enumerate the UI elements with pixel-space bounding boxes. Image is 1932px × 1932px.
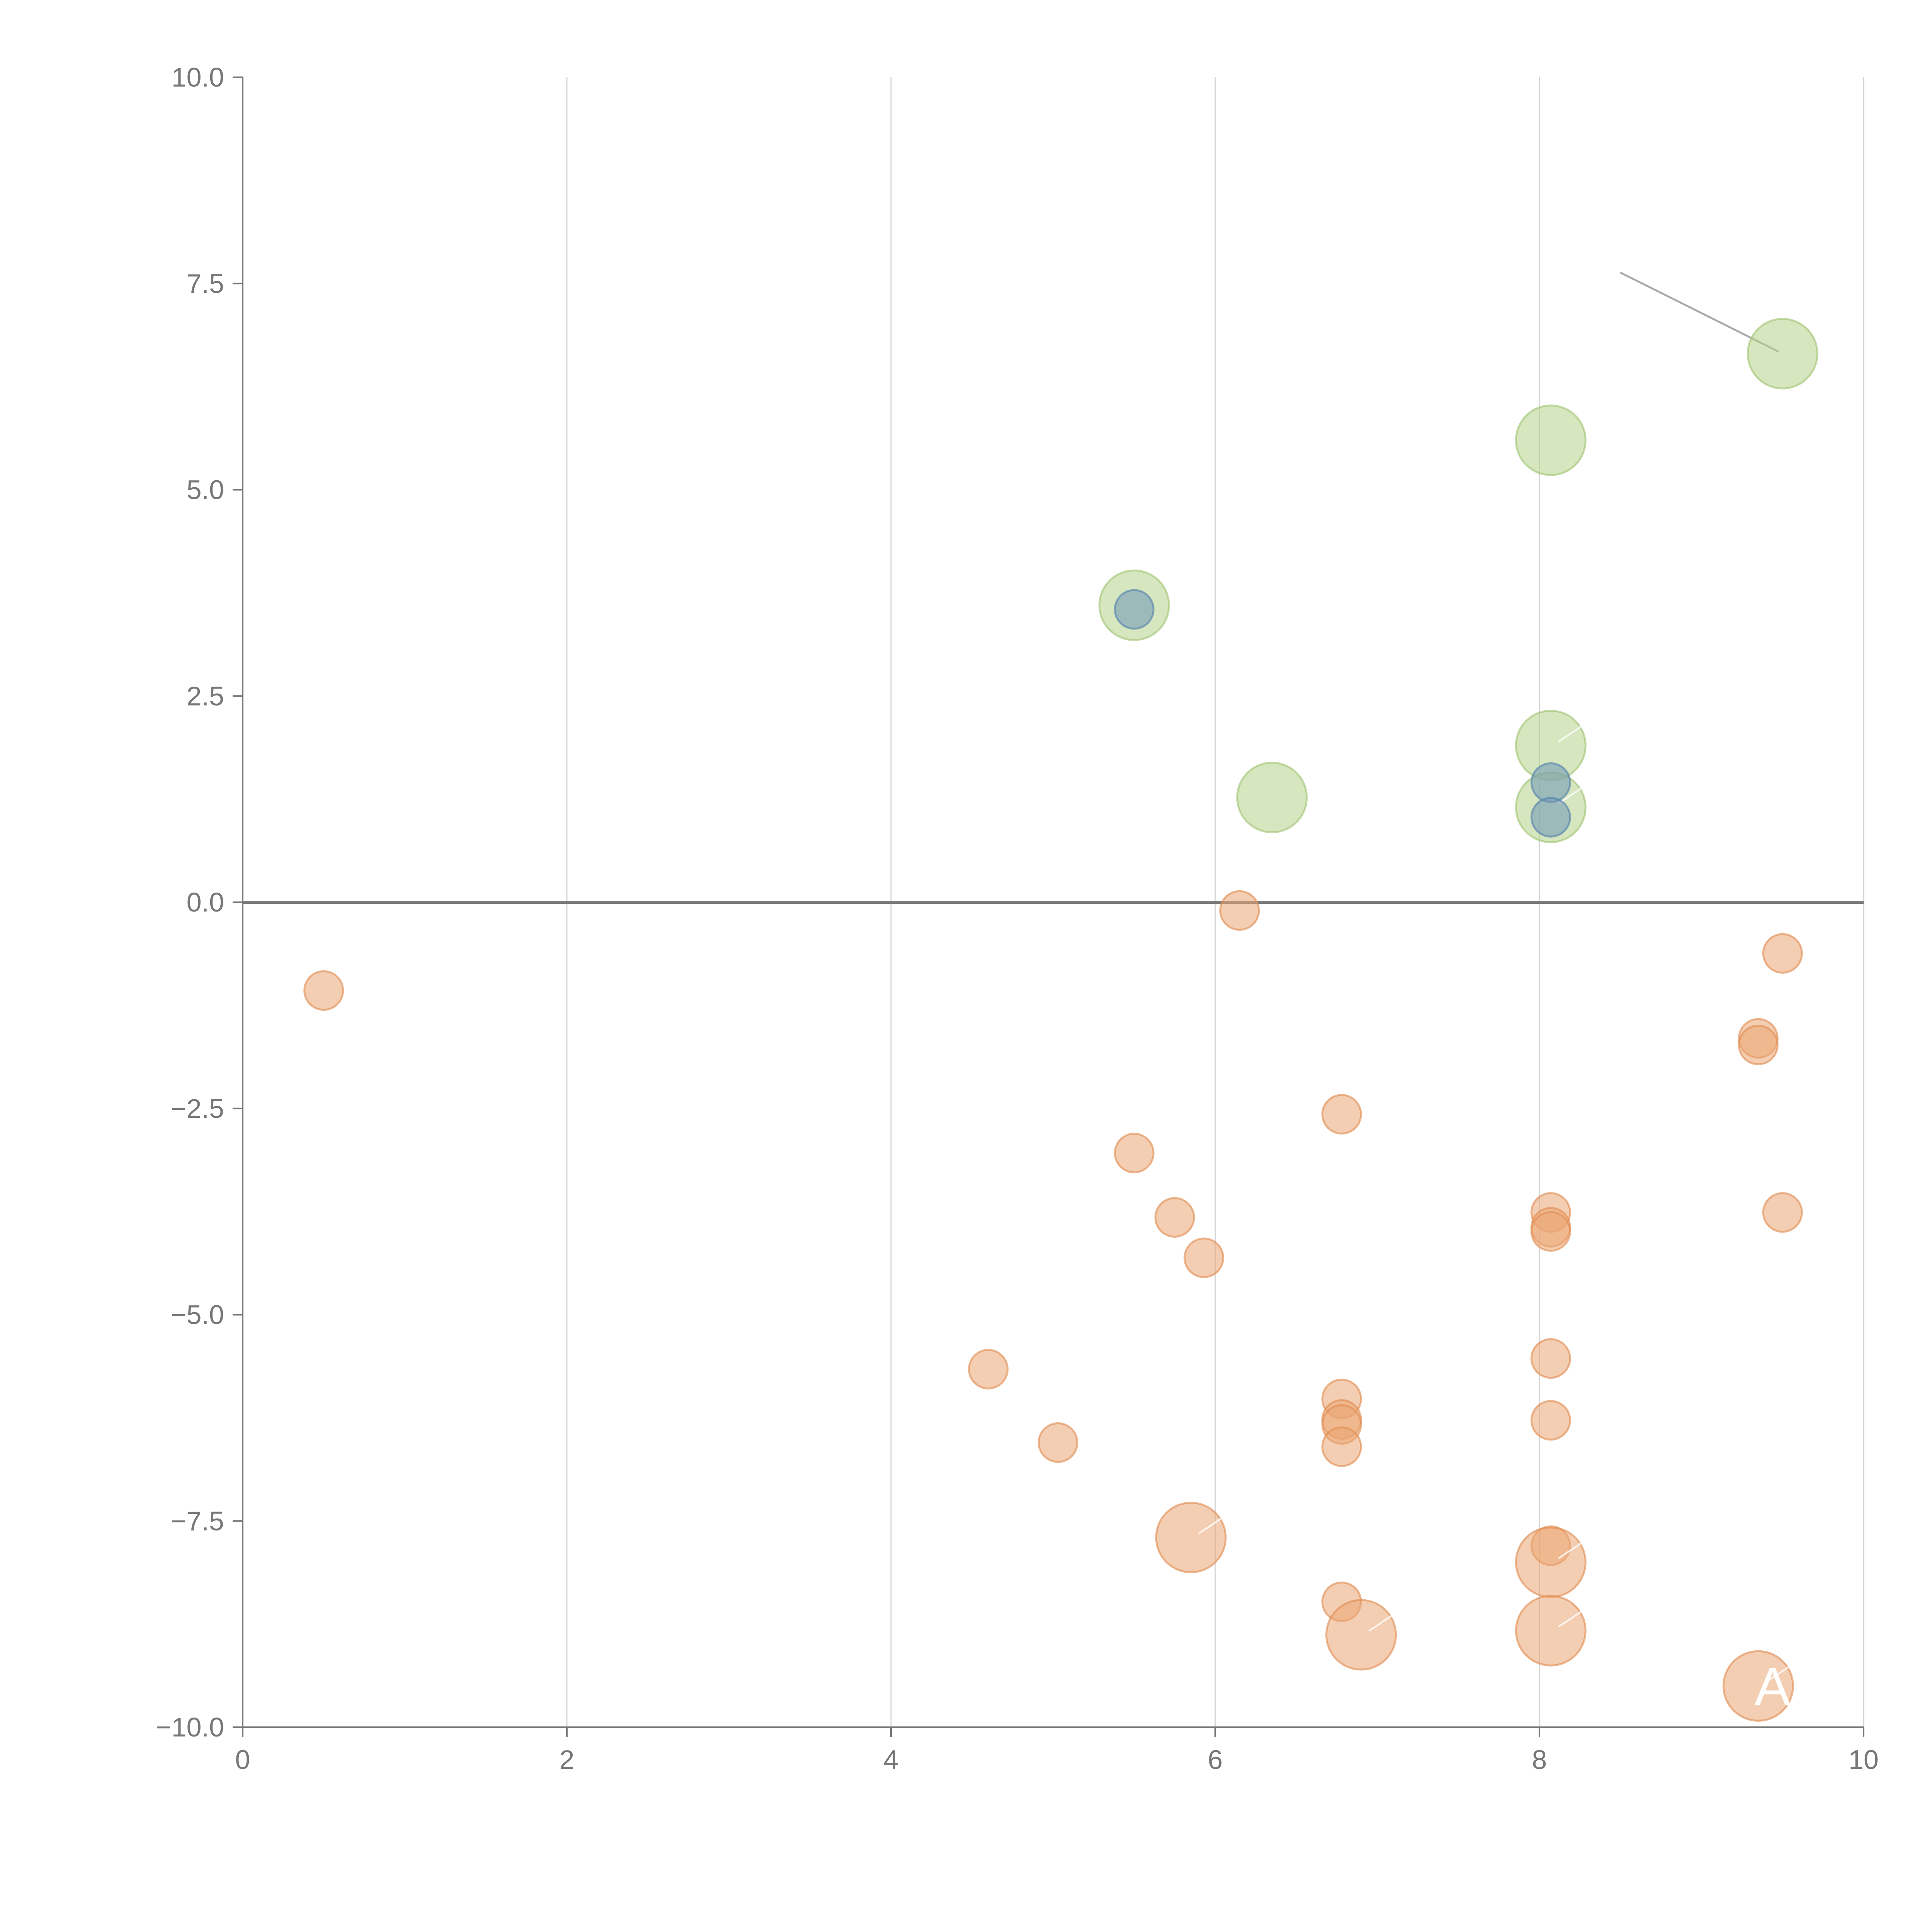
inner-label-connector bbox=[1368, 1615, 1393, 1632]
inner-label-connector bbox=[1198, 1517, 1223, 1534]
x-tick-label: 4 bbox=[884, 1745, 899, 1775]
green-point bbox=[1236, 762, 1308, 833]
x-tick-label: 2 bbox=[560, 1745, 575, 1775]
x-tick-label: 10 bbox=[1849, 1745, 1879, 1775]
y-tick-label: −5.0 bbox=[171, 1300, 224, 1330]
y-tick-label: 2.5 bbox=[187, 681, 224, 711]
orange-point bbox=[1321, 1426, 1362, 1467]
green-point bbox=[1515, 404, 1587, 476]
point-label: A bbox=[1754, 1656, 1791, 1717]
orange-point bbox=[303, 970, 344, 1011]
x-axis-ticks: 0 2 4 6 8 10 bbox=[235, 1727, 1879, 1775]
orange-point bbox=[1530, 1211, 1571, 1252]
inner-label-connector bbox=[1558, 1542, 1582, 1559]
orange-point bbox=[1722, 1650, 1794, 1722]
orange-point bbox=[1154, 1197, 1195, 1238]
orange-point bbox=[1515, 1595, 1587, 1667]
blue-point bbox=[1530, 797, 1571, 838]
point-labels: A bbox=[1754, 1656, 1791, 1717]
y-tick-label: 7.5 bbox=[187, 269, 224, 299]
orange-point bbox=[1321, 1094, 1362, 1135]
orange-point bbox=[1184, 1237, 1225, 1278]
green-point bbox=[1747, 318, 1818, 389]
x-tick-label: 6 bbox=[1208, 1745, 1223, 1775]
x-tick-label: 8 bbox=[1532, 1745, 1547, 1775]
orange-point bbox=[1155, 1502, 1227, 1573]
x-tick-label: 0 bbox=[235, 1745, 250, 1775]
orange-point bbox=[968, 1349, 1009, 1389]
y-tick-label: 10.0 bbox=[172, 62, 224, 92]
y-tick-label: −7.5 bbox=[171, 1506, 224, 1536]
data-points bbox=[303, 318, 1818, 1722]
blue-point bbox=[1530, 762, 1571, 803]
y-tick-label: 0.0 bbox=[187, 887, 224, 917]
orange-point bbox=[1114, 1133, 1155, 1173]
orange-point bbox=[1037, 1422, 1078, 1463]
orange-point bbox=[1515, 1526, 1587, 1598]
inner-label-connector bbox=[1765, 1666, 1790, 1683]
inner-label-connector bbox=[1558, 1611, 1582, 1628]
orange-point bbox=[1219, 890, 1260, 931]
orange-point bbox=[1530, 1400, 1571, 1441]
inner-label-connector bbox=[1558, 725, 1582, 743]
orange-point bbox=[1762, 933, 1803, 974]
y-tick-label: 5.0 bbox=[187, 475, 224, 505]
orange-point bbox=[1325, 1599, 1397, 1671]
blue-point bbox=[1114, 589, 1155, 630]
orange-point bbox=[1738, 1024, 1779, 1065]
y-tick-label: −10.0 bbox=[156, 1712, 224, 1742]
orange-point bbox=[1762, 1192, 1803, 1233]
y-axis-ticks: −10.0 −7.5 −5.0 −2.5 0.0 2.5 5.0 7.5 10.0 bbox=[156, 62, 243, 1742]
y-tick-label: −2.5 bbox=[171, 1094, 224, 1124]
orange-point bbox=[1530, 1338, 1571, 1379]
